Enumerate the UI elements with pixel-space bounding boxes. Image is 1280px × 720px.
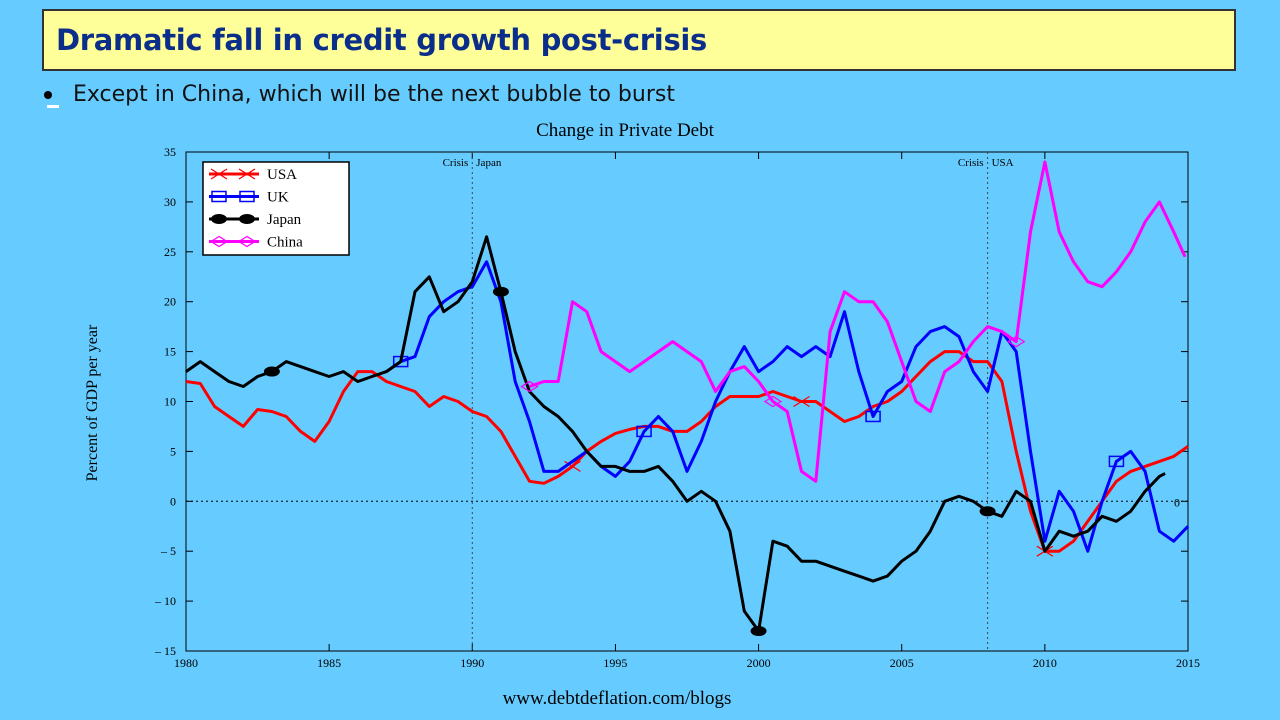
page-title: Dramatic fall in credit growth post-cris…	[56, 23, 708, 57]
legend-marker-china	[209, 235, 229, 248]
y-tick-label: 20	[164, 295, 176, 309]
y-tick-label: 15	[164, 345, 176, 359]
legend-label-uk: UK	[267, 190, 289, 206]
series-marker-china	[520, 380, 539, 393]
series-marker-usa	[564, 460, 581, 472]
x-tick-label: 1980	[174, 656, 198, 670]
annotation-label: Japan	[476, 157, 502, 169]
plot-area: 1980 1985 1990 1995 2000 2005 2010 201535302520…	[154, 145, 1200, 670]
legend-label-usa: USA	[267, 167, 297, 183]
y-tick-label: 35	[164, 145, 176, 159]
legend-marker-japan	[211, 214, 227, 224]
y-tick-label: 0	[170, 494, 176, 508]
y-axis-label: Percent of GDP per year	[84, 324, 101, 481]
x-tick-label: 2015	[1176, 656, 1200, 670]
y-tick-label: – 15	[154, 644, 176, 658]
legend-label-japan: Japan	[267, 212, 302, 228]
legend-marker-china	[237, 235, 257, 248]
annotation-label: Crisis	[443, 157, 469, 169]
series-marker-uk	[865, 410, 881, 423]
bullet-dash-icon	[47, 105, 59, 108]
x-tick-label: 2005	[890, 656, 914, 670]
x-tick-label: 2000	[747, 656, 771, 670]
legend-box	[202, 161, 350, 256]
y-tick-label: – 10	[154, 594, 176, 608]
series-line-uk	[385, 260, 1190, 553]
series-marker-japan	[750, 626, 767, 637]
bullet-dot-icon	[44, 91, 52, 99]
annotation-label: Crisis	[958, 157, 984, 169]
x-tick-label: 1995	[603, 656, 627, 670]
y-tick-label: 5	[170, 444, 176, 458]
y-tick-label: 10	[164, 395, 176, 409]
legend-marker-uk	[239, 190, 255, 203]
footer-url: www.debtdeflation.com/blogs	[503, 688, 732, 709]
title-box: Dramatic fall in credit growth post-cris…	[42, 9, 1236, 71]
chart-title: Change in Private Debt	[536, 120, 715, 141]
series-marker-china	[763, 395, 783, 408]
x-tick-label: 1990	[460, 656, 484, 670]
legend-marker-usa	[210, 168, 228, 180]
legend-marker-usa	[238, 168, 256, 180]
legend-marker-uk	[211, 190, 227, 203]
series-marker-japan	[979, 506, 996, 517]
series-marker-usa	[793, 395, 810, 408]
y-tick-label: – 5	[160, 544, 176, 558]
y-tick-label: 25	[164, 245, 176, 259]
zero-line-label: 0	[1174, 495, 1180, 509]
series-marker-uk	[1108, 455, 1125, 468]
series-marker-uk	[636, 425, 652, 438]
series-marker-china	[1007, 335, 1026, 348]
series-marker-japan	[492, 286, 509, 297]
series-line-japan	[185, 235, 1166, 633]
legend-marker-japan	[239, 214, 255, 224]
series-marker-japan	[263, 366, 280, 377]
bullet-text: Except in China, which will be the next …	[73, 82, 675, 107]
legend-label-china: China	[267, 235, 303, 251]
x-tick-label: 1985	[317, 656, 341, 670]
series-line-china	[529, 160, 1187, 483]
annotation-label: USA	[992, 157, 1014, 169]
x-tick-label: 2010	[1033, 656, 1057, 670]
y-tick-label: 30	[164, 195, 176, 209]
